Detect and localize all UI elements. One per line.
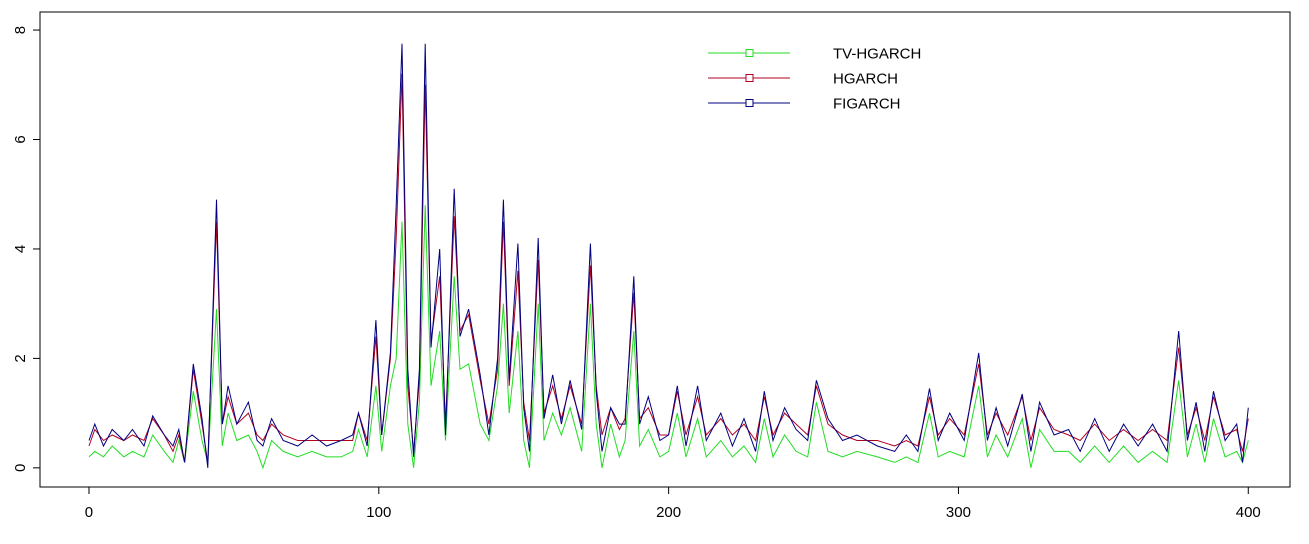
x-tick-label: 0 — [85, 504, 93, 521]
y-tick-label: 2 — [12, 354, 29, 362]
legend: TV-HGARCH HGARCH FIGARCH — [708, 45, 921, 112]
legend-marker — [745, 49, 754, 57]
legend-label: HGARCH — [833, 70, 898, 87]
series-line — [88, 43, 1249, 468]
series-line — [88, 205, 1249, 470]
legend-label: TV-HGARCH — [833, 45, 921, 62]
x-tick-label: 100 — [366, 504, 391, 521]
y-tick-label: 4 — [12, 245, 29, 253]
y-tick-label: 8 — [12, 26, 29, 34]
plot-frame — [39, 11, 1291, 488]
series-line — [88, 73, 1249, 463]
y-tick-label: 0 — [12, 464, 29, 472]
legend-marker — [745, 74, 754, 82]
y-tick-label: 6 — [12, 135, 29, 143]
x-tick-label: 300 — [946, 504, 971, 521]
x-tick-label: 400 — [1236, 504, 1261, 521]
legend-marker — [745, 99, 754, 107]
x-tick-label: 200 — [656, 504, 681, 521]
legend-label: FIGARCH — [833, 95, 901, 112]
